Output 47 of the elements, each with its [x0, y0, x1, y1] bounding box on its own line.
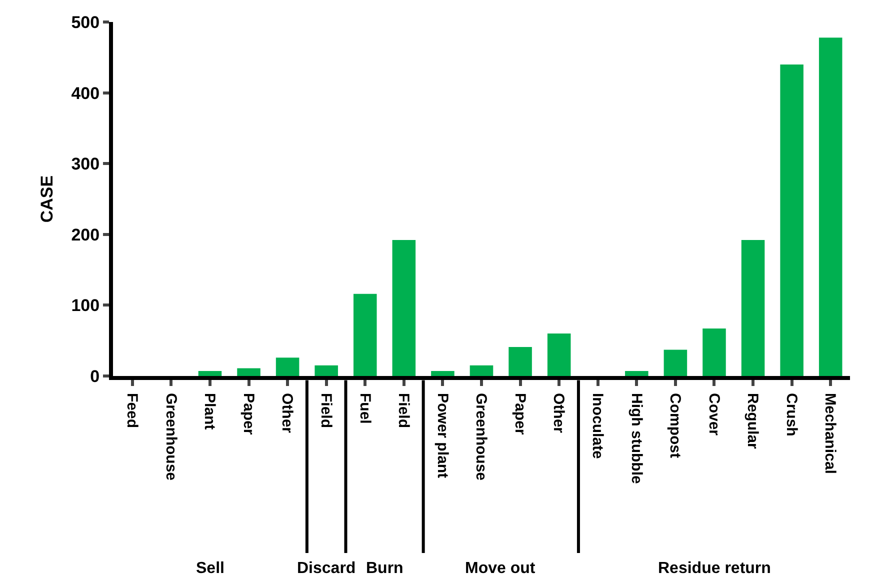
bar — [508, 346, 532, 376]
y-tick-label: 300 — [71, 154, 100, 174]
x-tick-label: Crush — [782, 393, 800, 436]
bar — [702, 328, 726, 376]
x-tick-label: Plant — [201, 393, 218, 430]
x-tick-label: Cover — [705, 393, 722, 436]
x-tick-label: Mechanical — [822, 393, 839, 474]
text: Residue return — [658, 560, 771, 577]
x-tick-label: High stubble — [628, 393, 645, 484]
bar — [625, 371, 648, 376]
x-tick-label: Other — [550, 393, 568, 434]
bar — [547, 334, 571, 376]
x-tick-label: Other — [278, 393, 296, 434]
x-tick-label: Compost — [666, 393, 684, 458]
text: Sell — [196, 560, 224, 577]
x-tick-label: Regular — [744, 393, 762, 450]
y-tick-label: 0 — [90, 366, 100, 386]
bar — [276, 358, 300, 376]
bar — [353, 294, 377, 376]
x-tick-label: Greenhouse — [162, 393, 180, 481]
y-axis-title: CASE — [37, 175, 56, 223]
x-tick-label: Paper — [240, 393, 257, 435]
bar — [741, 240, 765, 376]
bar — [780, 64, 804, 376]
y-tick-label: 500 — [71, 12, 100, 32]
text: Burn — [366, 560, 404, 577]
y-tick-label: 400 — [71, 84, 100, 103]
x-tick-label: Inoculate — [588, 393, 606, 459]
bar — [237, 368, 260, 376]
x-tick-label: Greenhouse — [472, 393, 490, 481]
bar — [818, 38, 842, 376]
x-tick-label: Field — [317, 393, 334, 428]
x-tick-label: Power plant — [434, 393, 451, 478]
bar — [664, 350, 688, 376]
x-tick-label: Feed — [124, 393, 141, 428]
text: Discard — [297, 560, 356, 577]
text: Move out — [465, 560, 536, 577]
x-tick-label: Fuel — [356, 393, 374, 424]
y-tick-label: 100 — [71, 296, 100, 316]
bar — [392, 240, 416, 376]
y-tick-label: 200 — [71, 225, 100, 244]
bar — [470, 365, 494, 376]
bar — [314, 365, 338, 376]
bar — [198, 371, 222, 376]
x-tick-label: Paper — [511, 393, 528, 435]
bar — [431, 371, 454, 376]
x-tick-label: Field — [395, 393, 412, 428]
